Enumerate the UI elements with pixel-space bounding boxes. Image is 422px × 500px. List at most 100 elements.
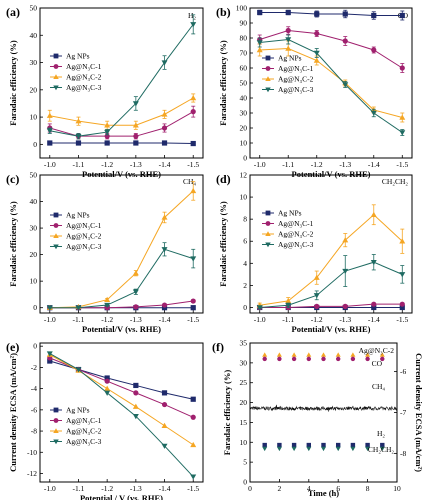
x-tick-label: 10 bbox=[393, 484, 401, 493]
h2-point bbox=[336, 442, 341, 448]
legend-label: Ag@N₃C-1 bbox=[66, 62, 102, 71]
legend-marker bbox=[53, 74, 59, 80]
series-line bbox=[259, 214, 403, 306]
legend-marker bbox=[265, 231, 271, 237]
y-tick-label: 40 bbox=[30, 31, 38, 40]
series-line bbox=[49, 97, 194, 126]
data-point bbox=[104, 390, 111, 396]
x-axis-label: Potential/V (vs. RHE) bbox=[292, 324, 371, 334]
data-point bbox=[104, 129, 111, 136]
data-point bbox=[342, 11, 348, 17]
legend-label: Ag@N₃C-2 bbox=[66, 427, 102, 436]
panel-f-stability: 0 2 4 6 8 10 0 5 10 15 20 25 30 35 -6 -7 -8 Time (h) Farad… bbox=[212, 339, 422, 499]
y-tick-label: -4 bbox=[31, 384, 37, 393]
data-point bbox=[133, 133, 139, 139]
data-point bbox=[161, 60, 168, 66]
data-point bbox=[190, 441, 197, 448]
legend-label: Ag NPs bbox=[278, 54, 302, 63]
panel-d-c2h4: -1.0 -1.1 -1.2 -1.3 -1.4 -1.5 0 2 4 6 8 10 12 Potenti… bbox=[216, 171, 413, 334]
data-point bbox=[161, 390, 168, 396]
data-point bbox=[75, 305, 82, 311]
panel-letter: (d) bbox=[216, 172, 231, 186]
y-tick-label: 70 bbox=[240, 49, 248, 58]
x-tick-label: -1.3 bbox=[130, 315, 142, 324]
data-point bbox=[190, 298, 196, 304]
data-point bbox=[161, 214, 168, 220]
legend-label: Ag@N₃C-3 bbox=[66, 83, 102, 92]
y-tick-label: 15 bbox=[240, 418, 248, 427]
x-tick-label: -1.2 bbox=[311, 315, 323, 324]
series-line bbox=[259, 303, 403, 308]
panel-a-h2: -1.0 -1.1 -1.2 -1.3 -1.4 -1.5 0 10 20 30 40 50 Poten… bbox=[6, 4, 204, 179]
panel-c-ch4: -1.0 -1.1 -1.2 -1.3 -1.4 -1.5 0 10 20 30 40 50 Poten… bbox=[6, 171, 204, 334]
y-tick-label: -2 bbox=[31, 363, 37, 372]
data-point bbox=[133, 390, 139, 396]
data-point bbox=[190, 474, 197, 480]
x-tick-label: -1.1 bbox=[282, 160, 294, 169]
y-tick-label: 20 bbox=[240, 124, 248, 133]
data-point bbox=[161, 305, 168, 311]
legend-marker bbox=[265, 66, 271, 71]
legend-label: Ag@N₃C-2 bbox=[278, 75, 314, 84]
legend-marker bbox=[53, 223, 59, 228]
legend-marker bbox=[53, 418, 59, 423]
legend-marker bbox=[53, 439, 59, 445]
data-point bbox=[342, 237, 349, 243]
y-tick-label: 25 bbox=[240, 378, 248, 387]
ch4-point bbox=[320, 352, 327, 357]
x-tick-label: -1.4 bbox=[159, 160, 171, 169]
data-point bbox=[161, 140, 168, 146]
y-tick-label: 10 bbox=[240, 438, 248, 447]
series-line bbox=[259, 38, 403, 133]
panel-letter: (a) bbox=[6, 5, 20, 19]
co-point bbox=[380, 356, 385, 362]
x-tick-label: -1.0 bbox=[254, 160, 266, 169]
series-line bbox=[49, 354, 194, 446]
c2h4-point bbox=[320, 446, 327, 452]
data-point bbox=[190, 140, 196, 147]
x-tick-label: 4 bbox=[307, 484, 311, 493]
ch4-point bbox=[291, 352, 297, 357]
ch4-point bbox=[276, 352, 282, 357]
legend-marker bbox=[53, 85, 59, 91]
y-tick-label: -8 bbox=[31, 427, 37, 436]
data-point bbox=[190, 109, 196, 115]
data-point bbox=[370, 260, 377, 266]
y-tick-label: 10 bbox=[30, 277, 38, 286]
data-point bbox=[161, 125, 168, 131]
data-point bbox=[399, 238, 406, 244]
data-point bbox=[399, 130, 406, 136]
c2h4-point bbox=[379, 446, 385, 452]
data-point bbox=[370, 110, 377, 116]
data-point bbox=[257, 9, 263, 16]
ch4-annotation: CH₄ bbox=[372, 382, 385, 391]
y-tick-label: 5 bbox=[243, 458, 247, 467]
h2-point bbox=[380, 442, 385, 448]
x-tick-label: -1.5 bbox=[187, 484, 199, 493]
h2-annotation: H₂ bbox=[377, 429, 385, 438]
data-point bbox=[47, 140, 53, 146]
legend-marker bbox=[265, 76, 271, 82]
x-axis-label: Potential/V (vs. RHE) bbox=[82, 324, 161, 334]
x-tick-label: -1.0 bbox=[44, 484, 56, 493]
y-tick-label: 30 bbox=[240, 358, 248, 367]
data-point bbox=[190, 187, 197, 194]
gas-label: H₂ bbox=[188, 11, 196, 20]
x-tick-label: -1.4 bbox=[368, 160, 380, 169]
data-point bbox=[132, 101, 139, 107]
series-line bbox=[49, 24, 194, 137]
data-point bbox=[314, 11, 320, 17]
data-point bbox=[313, 57, 320, 63]
c2h4-annotation: CH₂CH₂ bbox=[368, 445, 394, 454]
y-tick-label: 20 bbox=[30, 85, 38, 94]
y-tick-label: 50 bbox=[30, 4, 38, 13]
legend-label: Ag@N₃C-1 bbox=[278, 219, 314, 228]
data-point bbox=[342, 82, 349, 88]
data-point bbox=[399, 114, 406, 120]
data-point bbox=[75, 367, 82, 373]
y-tick-label: 30 bbox=[30, 58, 38, 67]
co-annotation: CO bbox=[372, 359, 383, 368]
y2-tick-label: -7 bbox=[400, 408, 406, 417]
y-tick-label: 30 bbox=[240, 109, 248, 118]
data-point bbox=[47, 358, 53, 364]
